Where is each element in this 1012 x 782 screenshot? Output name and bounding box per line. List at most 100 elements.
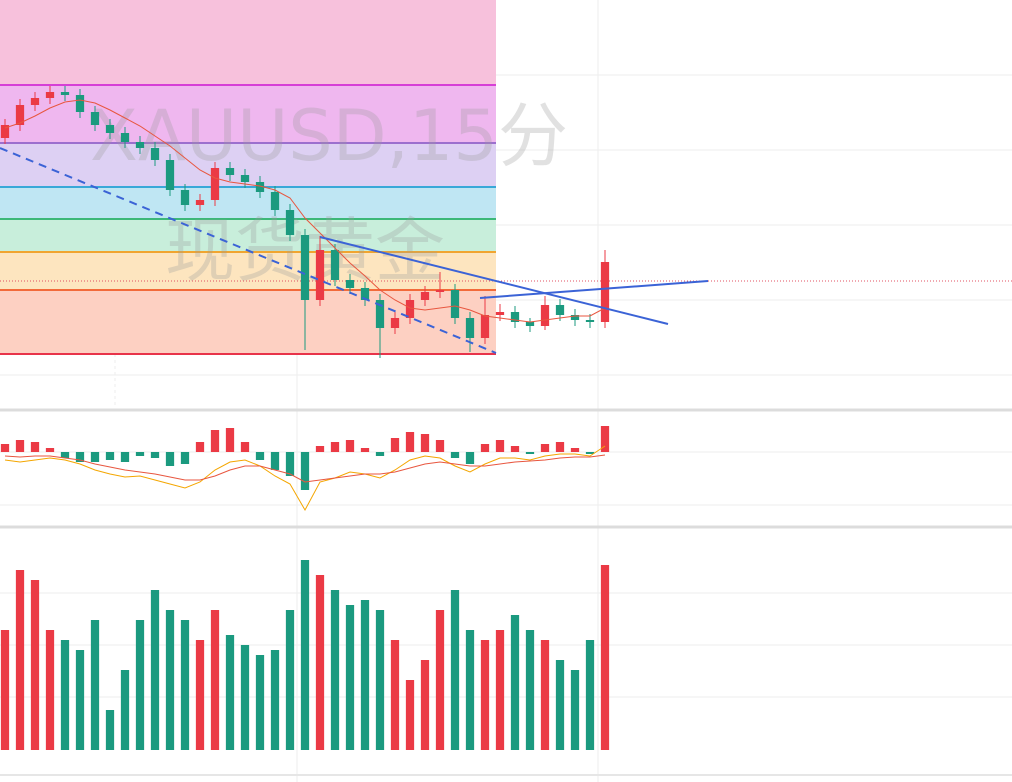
candle-body	[240, 175, 250, 182]
volume-bar	[465, 630, 475, 750]
macd-bar	[450, 452, 460, 458]
macd-bar	[30, 442, 40, 452]
candle-body	[0, 125, 10, 138]
watermark: XAUUSD,15分	[90, 95, 568, 177]
fib-band	[0, 0, 496, 85]
volume-bar	[600, 565, 610, 750]
volume-bar	[270, 650, 280, 750]
volume-bar	[0, 630, 10, 750]
volume-bar	[285, 610, 295, 750]
macd-bar	[240, 442, 250, 452]
candle-body	[540, 305, 550, 326]
macd-bar	[315, 446, 325, 452]
fib-band	[0, 252, 496, 290]
macd-bar	[285, 452, 295, 476]
macd-bar	[135, 452, 145, 456]
candle-body	[45, 92, 55, 98]
macd-bar	[255, 452, 265, 460]
candle-body	[270, 192, 280, 210]
macd-bar	[15, 440, 25, 452]
fib-band	[0, 187, 496, 219]
candle-body	[570, 315, 580, 320]
macd-bar	[120, 452, 130, 462]
macd-bar	[360, 448, 370, 452]
macd-bar	[465, 452, 475, 464]
macd-bar	[195, 442, 205, 452]
moving-average	[4, 99, 606, 323]
macd-bar	[180, 452, 190, 464]
candle-body	[420, 292, 430, 300]
macd-bar	[525, 452, 535, 454]
macd-panel	[0, 426, 610, 512]
candle-body	[90, 112, 100, 125]
candle-body	[375, 300, 385, 328]
candle-body	[510, 312, 520, 322]
macd-bar	[90, 452, 100, 462]
volume-bar	[525, 630, 535, 750]
volume-bar	[405, 680, 415, 750]
macd-bar	[375, 452, 385, 456]
candle-body	[105, 125, 115, 133]
volume-bar	[105, 710, 115, 750]
candle-body	[285, 210, 295, 235]
candle-body	[525, 322, 535, 326]
candle-body	[555, 305, 565, 315]
volume-bar	[90, 620, 100, 750]
macd-bar	[330, 442, 340, 452]
volume-bar	[540, 640, 550, 750]
macd-bar	[435, 440, 445, 452]
macd-dea	[4, 454, 606, 483]
macd-bar	[0, 444, 10, 452]
macd-bar	[225, 428, 235, 452]
candle-body	[255, 182, 265, 192]
candle-body	[495, 312, 505, 315]
volume-bar	[510, 615, 520, 750]
macd-bar	[300, 452, 310, 490]
candle-body	[300, 235, 310, 300]
candle-body	[330, 250, 340, 280]
macd-bar	[60, 452, 70, 458]
volume-bar	[435, 610, 445, 750]
candle-body	[480, 315, 490, 338]
volume-bar	[330, 590, 340, 750]
volume-bar	[150, 590, 160, 750]
volume-bar	[360, 600, 370, 750]
candle-body	[75, 95, 85, 112]
volume-bar	[345, 605, 355, 750]
volume-bar	[45, 630, 55, 750]
volume-bar	[375, 610, 385, 750]
volume-bar	[75, 650, 85, 750]
volume-bar	[420, 660, 430, 750]
volume-bar	[165, 610, 175, 750]
candle-body	[180, 190, 190, 205]
volume-bar	[30, 580, 40, 750]
macd-bar	[345, 440, 355, 452]
volume-panel	[0, 560, 610, 750]
candle-body	[465, 318, 475, 338]
volume-bar	[585, 640, 595, 750]
trend-line	[0, 147, 497, 354]
price-panel	[0, 86, 1012, 358]
candle-body	[390, 318, 400, 328]
candle-body	[135, 142, 145, 148]
macd-dif	[4, 445, 606, 512]
candle-body	[600, 262, 610, 322]
volume-bar	[495, 630, 505, 750]
volume-bar	[315, 575, 325, 750]
candle-body	[345, 280, 355, 288]
macd-bar	[270, 452, 280, 470]
macd-bar	[420, 434, 430, 452]
volume-bar	[555, 660, 565, 750]
macd-bar	[150, 452, 160, 458]
macd-bar	[75, 452, 85, 462]
candle-body	[165, 160, 175, 190]
candle-body	[405, 300, 415, 318]
trend-line	[479, 280, 709, 299]
fib-band	[0, 219, 496, 252]
macd-bar	[390, 438, 400, 452]
candle-body	[60, 92, 70, 95]
volume-bar	[60, 640, 70, 750]
macd-bar	[405, 432, 415, 452]
macd-bar	[585, 452, 595, 454]
